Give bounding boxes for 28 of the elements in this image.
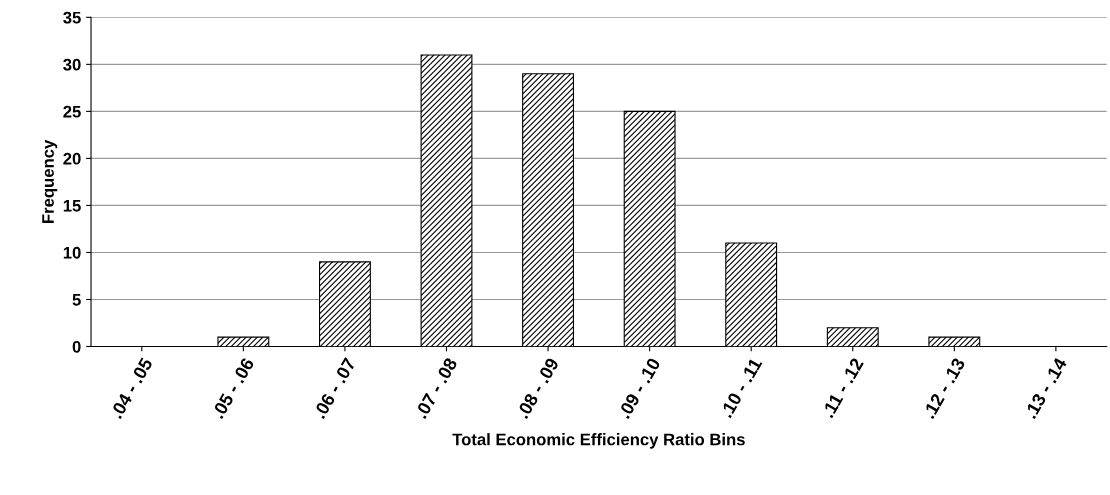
bar	[928, 336, 981, 347]
x-tick-label: .05 - .06	[211, 357, 255, 420]
bar	[623, 110, 676, 347]
y-tick-label: 15	[63, 200, 81, 212]
x-tick-label: .09 - .10	[617, 357, 661, 420]
y-tick-label: 25	[63, 105, 81, 118]
y-tick-label: 10	[63, 246, 81, 259]
bar	[725, 242, 778, 347]
y-tick-label: 5	[72, 294, 81, 306]
y-tick-label: 35	[63, 11, 81, 24]
y-tick-label: 20	[63, 152, 81, 165]
x-tick-label: .12 - .13	[922, 357, 966, 420]
y-axis-title: Frequency	[42, 139, 58, 223]
x-tick-label: .08 - .09	[515, 357, 560, 420]
x-tick-label: .07 - .08	[414, 356, 458, 420]
x-tick-label: .10 - .11	[719, 356, 763, 419]
x-tick-label: .06 - .07	[312, 357, 357, 420]
x-tick-label: .13 - .14	[1023, 356, 1068, 420]
bar	[420, 54, 473, 347]
bar	[522, 73, 575, 347]
x-tick-label: .11 - .12	[821, 357, 864, 419]
bar	[826, 327, 879, 347]
bar	[318, 261, 371, 347]
y-tick-label: 30	[63, 58, 81, 71]
bar	[217, 336, 270, 347]
x-axis-title: Total Economic Efficiency Ratio Bins	[452, 433, 745, 449]
x-tick-label: .04 - .05	[109, 356, 154, 420]
y-tick-label: 0	[72, 340, 81, 353]
